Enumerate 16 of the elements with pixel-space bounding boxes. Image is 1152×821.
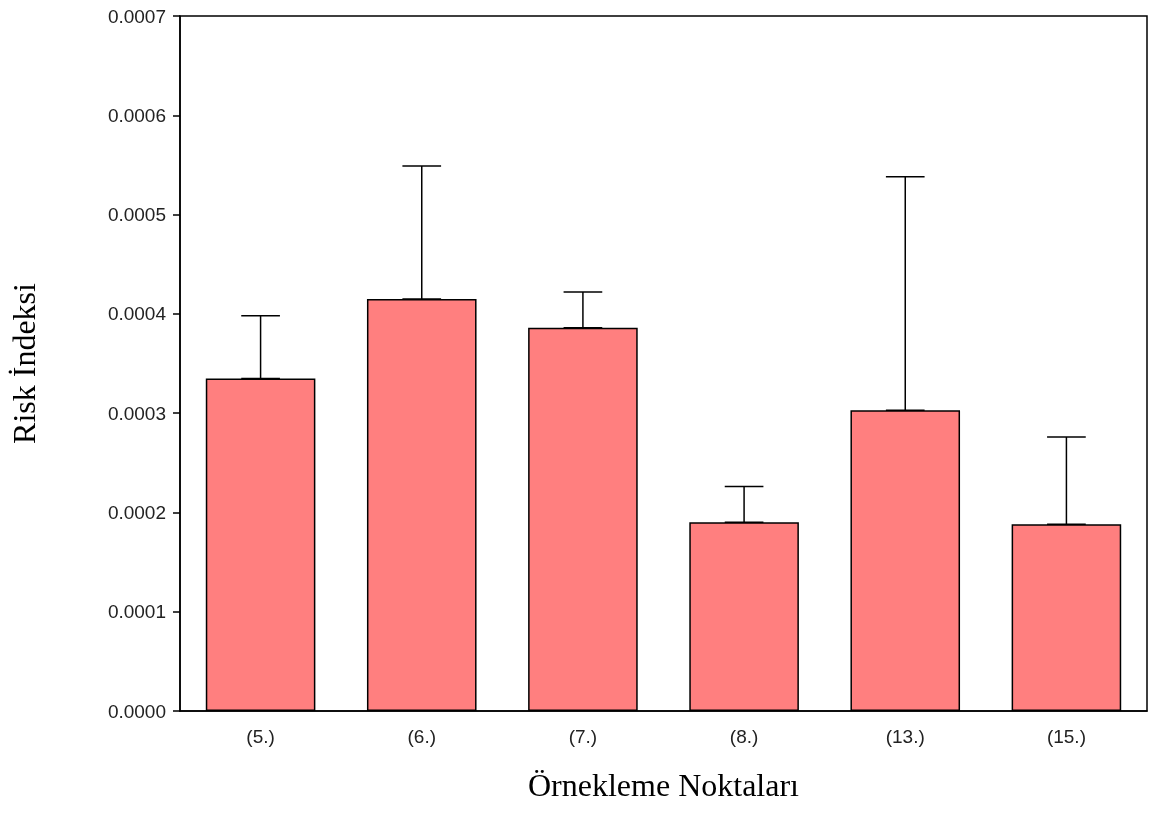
y-axis-title: Risk İndeksi bbox=[6, 282, 42, 444]
y-tick-label: 0.0006 bbox=[107, 104, 166, 126]
x-tick-label: (13.) bbox=[885, 726, 925, 747]
x-tick-label: (5.) bbox=[246, 726, 275, 747]
x-tick-label: (8.) bbox=[729, 726, 759, 747]
y-tick-label: 0.0003 bbox=[107, 402, 166, 424]
y-tick-label: 0.0004 bbox=[107, 303, 167, 325]
y-tick-label: 0.0001 bbox=[107, 601, 166, 623]
y-tick-label: 0.0005 bbox=[107, 204, 166, 226]
y-tick-label: 0.0000 bbox=[107, 700, 166, 722]
x-tick-label: (7.) bbox=[568, 726, 598, 747]
y-tick-label: 0.0002 bbox=[107, 501, 166, 523]
x-axis-title: Örnekleme Noktaları bbox=[528, 767, 800, 803]
x-tick-label: (6.) bbox=[407, 726, 436, 747]
x-tick-label: (15.) bbox=[1046, 726, 1086, 747]
y-tick-label: 0.0007 bbox=[107, 5, 166, 27]
